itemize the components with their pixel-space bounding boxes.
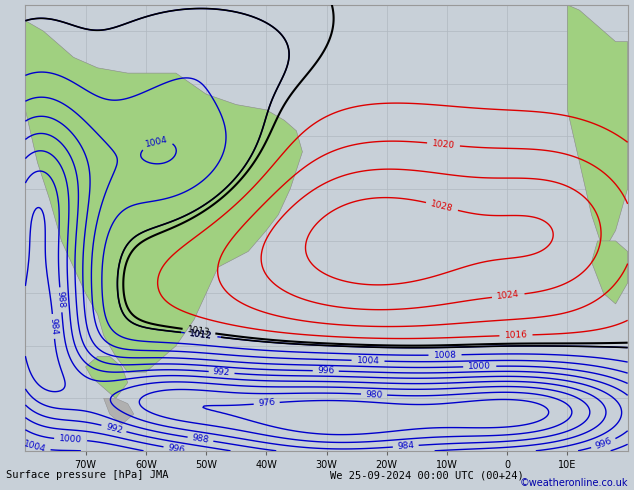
Text: 1012: 1012	[189, 329, 213, 341]
Text: 984: 984	[397, 441, 415, 451]
Text: 976: 976	[258, 398, 276, 408]
Text: Surface pressure [hPa] JMA: Surface pressure [hPa] JMA	[6, 470, 169, 480]
Text: 996: 996	[317, 366, 335, 376]
Text: 992: 992	[213, 368, 231, 378]
Text: 1004: 1004	[145, 135, 169, 149]
Text: 1000: 1000	[468, 362, 491, 371]
Text: 992: 992	[105, 422, 124, 435]
Text: 1000: 1000	[59, 434, 82, 445]
Text: 988: 988	[56, 291, 66, 309]
Text: 988: 988	[191, 433, 210, 445]
Text: 1004: 1004	[356, 356, 380, 366]
Text: 1012: 1012	[189, 329, 213, 341]
Polygon shape	[25, 21, 302, 372]
Text: 1024: 1024	[496, 290, 520, 301]
Text: 996: 996	[594, 437, 613, 451]
Text: We 25-09-2024 00:00 UTC (00+24): We 25-09-2024 00:00 UTC (00+24)	[330, 470, 524, 480]
Text: 996: 996	[167, 443, 186, 455]
Polygon shape	[592, 241, 628, 304]
Text: ©weatheronline.co.uk: ©weatheronline.co.uk	[519, 478, 628, 488]
Polygon shape	[567, 5, 628, 251]
Text: 1028: 1028	[430, 199, 454, 214]
Text: 984: 984	[48, 318, 58, 335]
Text: 1008: 1008	[434, 350, 456, 360]
Text: 1013: 1013	[187, 325, 211, 337]
Polygon shape	[103, 398, 134, 424]
Text: 1016: 1016	[504, 330, 527, 340]
Text: 1020: 1020	[432, 139, 455, 150]
Polygon shape	[86, 356, 128, 398]
Text: 1004: 1004	[22, 439, 47, 454]
Text: 980: 980	[365, 390, 383, 399]
